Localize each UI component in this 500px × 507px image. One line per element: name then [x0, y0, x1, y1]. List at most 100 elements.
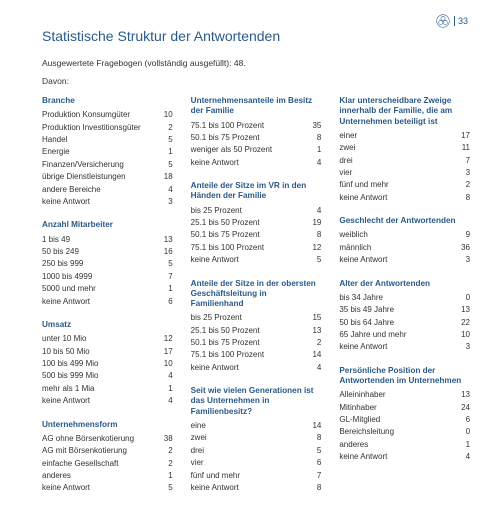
data-row: AG ohne Börsenkotierung38	[42, 433, 173, 445]
row-value: 19	[305, 217, 321, 229]
row-value: 3	[157, 196, 173, 208]
data-row: keine Antwort3	[42, 196, 173, 208]
data-row: keine Antwort6	[42, 296, 173, 308]
row-value: 13	[305, 325, 321, 337]
data-row: Energie1	[42, 146, 173, 158]
section-title: Klar unterscheidbare Zweige innerhalb de…	[339, 96, 470, 127]
row-value: 4	[305, 157, 321, 169]
row-value: 1	[157, 470, 173, 482]
section: Geschlecht der Antwortendenweiblich9männ…	[339, 216, 470, 266]
data-row: bis 25 Prozent4	[191, 205, 322, 217]
row-label: Produktion Konsumgüter	[42, 109, 157, 121]
row-value: 2	[454, 179, 470, 191]
row-value: 36	[454, 242, 470, 254]
data-row: keine Antwort5	[42, 482, 173, 494]
row-value: 0	[454, 292, 470, 304]
data-row: keine Antwort3	[339, 341, 470, 353]
data-row: 100 bis 499 Mio10	[42, 358, 173, 370]
row-value: 11	[454, 142, 470, 154]
row-label: 50.1 bis 75 Prozent	[191, 337, 306, 349]
row-value: 5	[157, 258, 173, 270]
row-label: keine Antwort	[339, 341, 454, 353]
row-label: männlich	[339, 242, 454, 254]
data-row: einfache Gesellschaft2	[42, 458, 173, 470]
data-row: 5000 und mehr1	[42, 283, 173, 295]
row-label: 250 bis 999	[42, 258, 157, 270]
section: Unternehmensanteile im Besitz der Famili…	[191, 96, 322, 169]
davon-label: Davon:	[42, 76, 470, 86]
row-value: 38	[157, 433, 173, 445]
section: Klar unterscheidbare Zweige innerhalb de…	[339, 96, 470, 204]
row-label: Handel	[42, 134, 157, 146]
row-value: 10	[157, 109, 173, 121]
row-value: 24	[454, 402, 470, 414]
row-value: 3	[454, 167, 470, 179]
row-label: keine Antwort	[191, 254, 306, 266]
row-label: keine Antwort	[191, 157, 306, 169]
section: Umsatzunter 10 Mio1210 bis 50 Mio17100 b…	[42, 320, 173, 408]
data-row: Bereichsleitung0	[339, 426, 470, 438]
data-row: 50 bis 24916	[42, 246, 173, 258]
section: Unternehmensform AG ohne Börsenkotierung3…	[42, 420, 173, 495]
columns-container: BrancheProduktion Konsumgüter10Produktio…	[42, 96, 470, 507]
data-row: andere Bereiche4	[42, 184, 173, 196]
data-row: 25.1 bis 50 Prozent19	[191, 217, 322, 229]
row-label: drei	[339, 155, 454, 167]
data-row: 75.1 bis 100 Prozent35	[191, 120, 322, 132]
row-label: einfache Gesellschaft	[42, 458, 157, 470]
data-row: keine Antwort4	[42, 395, 173, 407]
data-row: 1 bis 4913	[42, 234, 173, 246]
row-label: Alleininhaber	[339, 389, 454, 401]
data-row: 1000 bis 49997	[42, 271, 173, 283]
column: BrancheProduktion Konsumgüter10Produktio…	[42, 96, 173, 507]
section-title: Alter der Antwortenden	[339, 279, 470, 289]
section-title: Branche	[42, 96, 173, 106]
data-row: Finanzen/Versicherung5	[42, 159, 173, 171]
row-value: 17	[157, 346, 173, 358]
row-label: vier	[191, 457, 306, 469]
page-number-area: 33	[436, 14, 468, 28]
data-row: AG mit Börsenkotierung2	[42, 445, 173, 457]
row-label: 5000 und mehr	[42, 283, 157, 295]
row-value: 5	[305, 445, 321, 457]
data-row: keine Antwort8	[191, 482, 322, 494]
row-label: Produktion Investitionsgüter	[42, 122, 157, 134]
row-label: weiblich	[339, 229, 454, 241]
data-row: vier6	[191, 457, 322, 469]
row-label: 500 bis 999 Mio	[42, 370, 157, 382]
section: Branche Produktion Konsumgüter10Produktio…	[42, 96, 173, 208]
row-value: 14	[305, 420, 321, 432]
data-row: Mitinhaber24	[339, 402, 470, 414]
row-value: 16	[157, 246, 173, 258]
row-label: keine Antwort	[42, 395, 157, 407]
data-row: zwei11	[339, 142, 470, 154]
section: Alter der Antwortendenbis 34 Jahre035 bi…	[339, 279, 470, 354]
row-label: Mitinhaber	[339, 402, 454, 414]
data-row: Produktion Konsumgüter10	[42, 109, 173, 121]
section-title: Anzahl Mitarbeiter	[42, 220, 173, 230]
section-title: Unternehmensanteile im Besitz der Famili…	[191, 96, 322, 117]
row-value: 10	[157, 358, 173, 370]
logo-icon	[436, 14, 450, 28]
section-title: Unternehmensform	[42, 420, 173, 430]
row-label: keine Antwort	[339, 192, 454, 204]
row-label: andere Bereiche	[42, 184, 157, 196]
data-row: 50.1 bis 75 Prozent2	[191, 337, 322, 349]
data-row: keine Antwort5	[191, 254, 322, 266]
row-value: 22	[454, 317, 470, 329]
row-value: 12	[305, 242, 321, 254]
data-row: 35 bis 49 Jahre13	[339, 304, 470, 316]
row-label: 75.1 bis 100 Prozent	[191, 349, 306, 361]
data-row: anderes1	[42, 470, 173, 482]
row-value: 1	[454, 439, 470, 451]
row-value: 13	[454, 389, 470, 401]
row-label: 35 bis 49 Jahre	[339, 304, 454, 316]
row-label: unter 10 Mio	[42, 333, 157, 345]
row-label: Finanzen/Versicherung	[42, 159, 157, 171]
row-label: keine Antwort	[339, 451, 454, 463]
row-label: 50 bis 249	[42, 246, 157, 258]
data-row: drei7	[339, 155, 470, 167]
row-value: 6	[305, 457, 321, 469]
row-label: einer	[339, 130, 454, 142]
column: Unternehmensanteile im Besitz der Famili…	[191, 96, 322, 507]
